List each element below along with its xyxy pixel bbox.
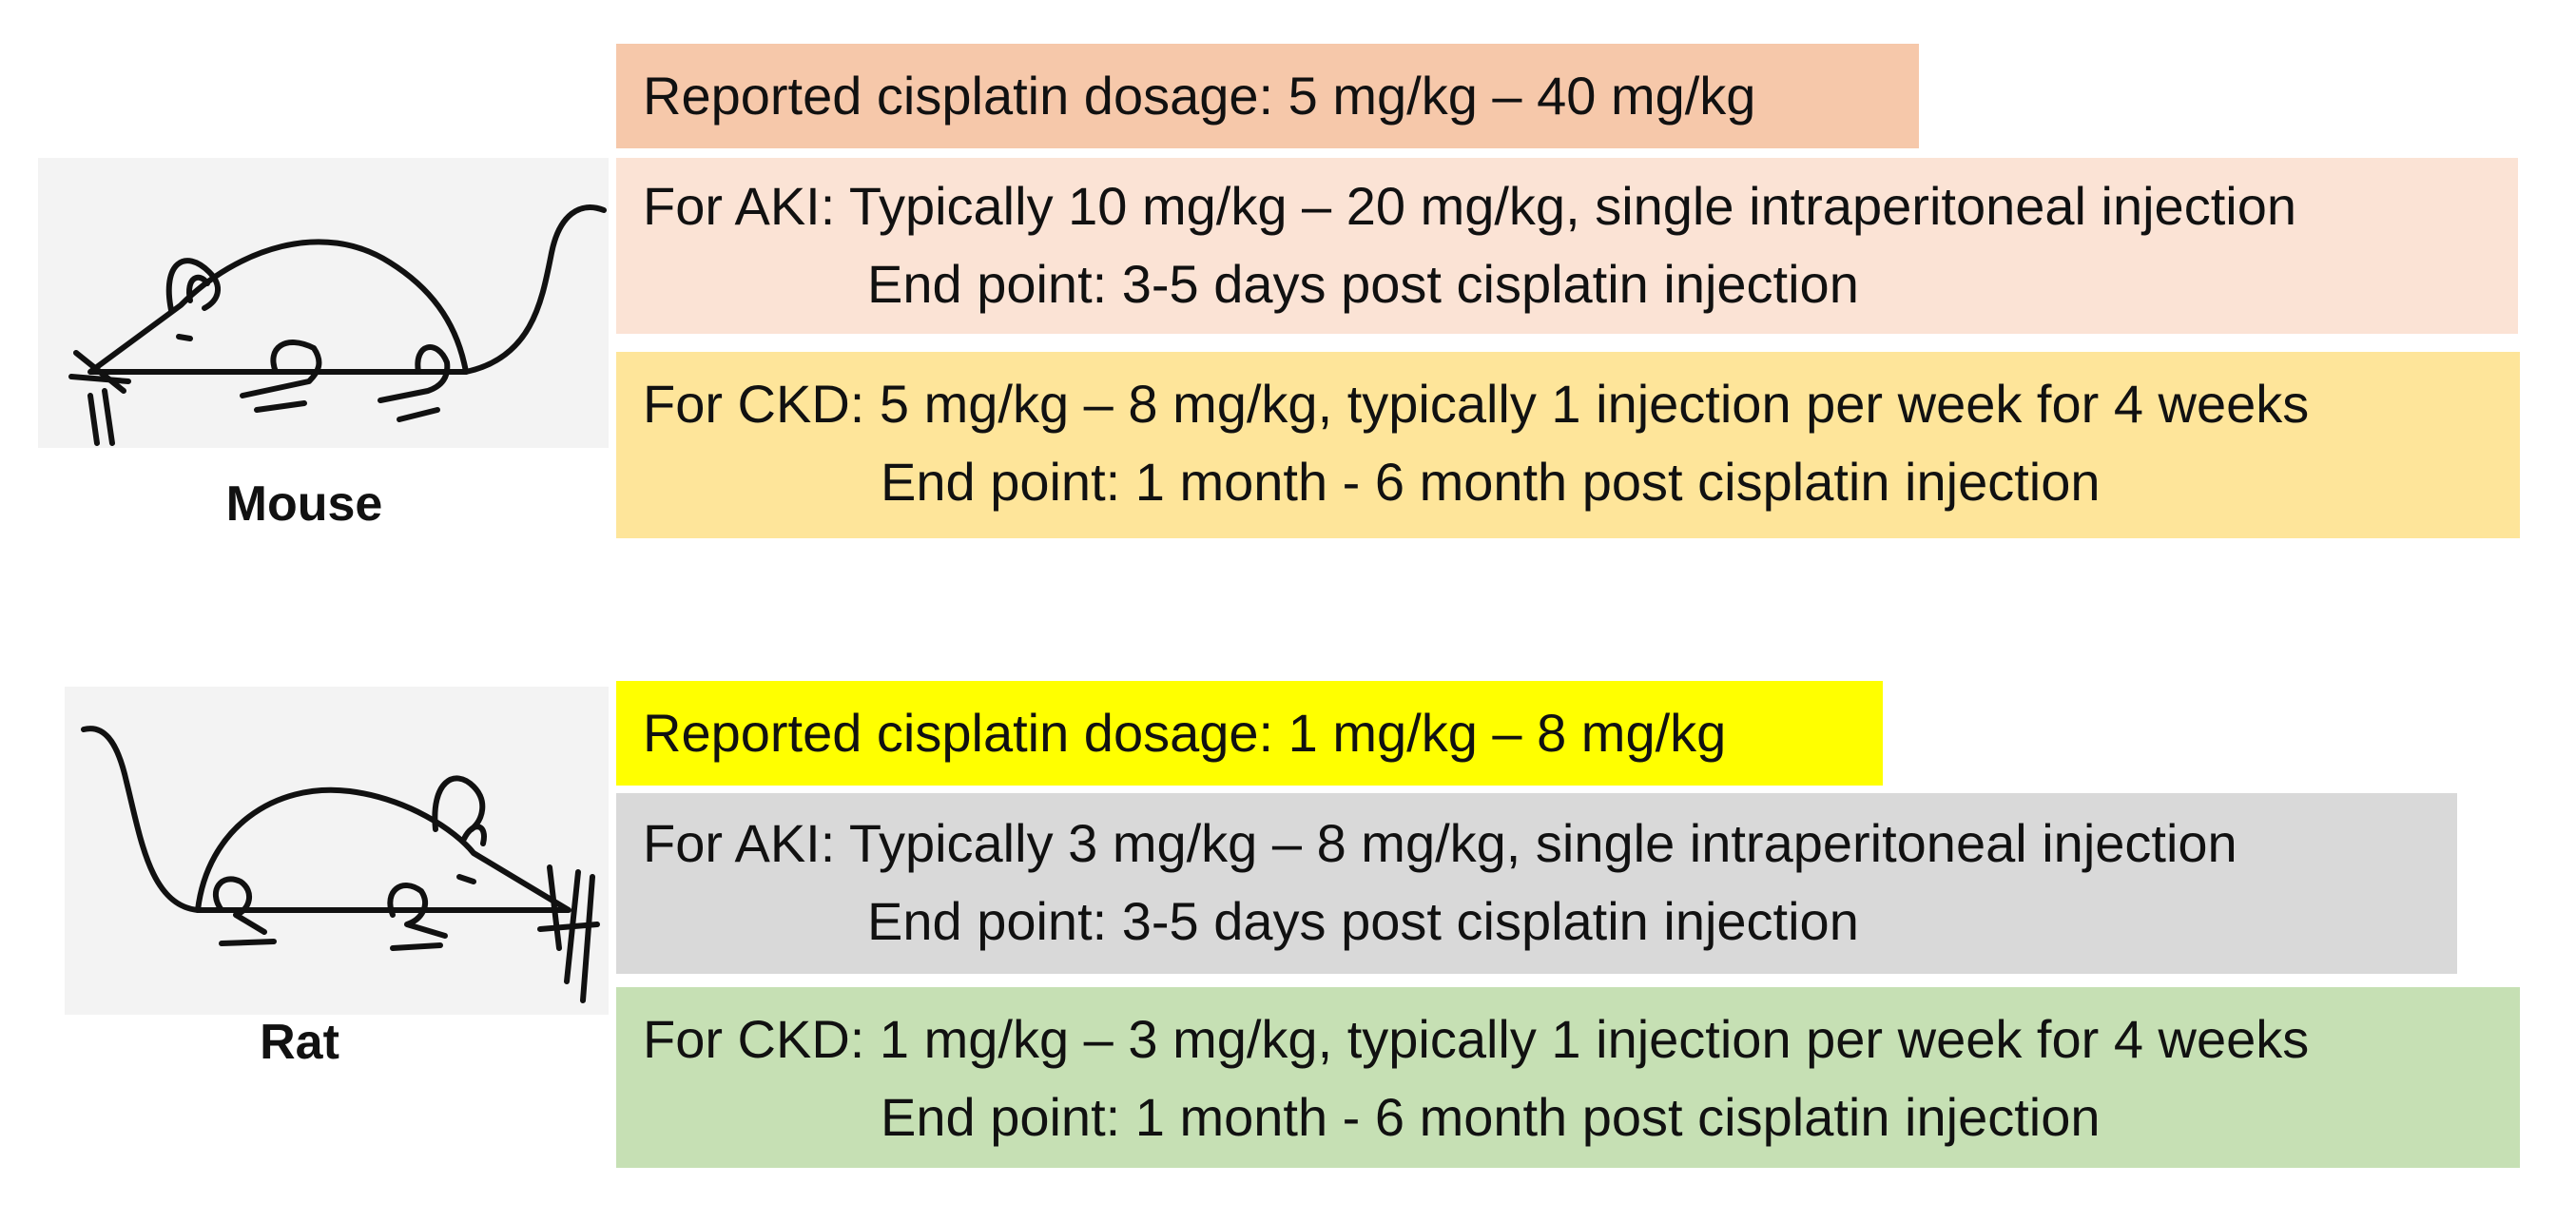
mouse-ckd-line1: For CKD: 5 mg/kg – 8 mg/kg, typically 1 … — [643, 374, 2310, 434]
rat-aki-endpoint: End point: 3-5 days post cisplatin injec… — [867, 891, 1859, 951]
rat-aki-line1: For AKI: Typically 3 mg/kg – 8 mg/kg, si… — [643, 813, 2237, 873]
rat-label: Rat — [260, 1015, 339, 1070]
rat-drawing-icon — [65, 687, 609, 1015]
mouse-reported-dosage-text: Reported cisplatin dosage: 5 mg/kg – 40 … — [643, 66, 1756, 126]
mouse-aki-line1: For AKI: Typically 10 mg/kg – 20 mg/kg, … — [643, 176, 2296, 236]
rat-ckd-endpoint: End point: 1 month - 6 month post cispla… — [881, 1087, 2101, 1147]
rat-reported-dosage-box: Reported cisplatin dosage: 1 mg/kg – 8 m… — [616, 681, 1883, 786]
mouse-ckd-endpoint: End point: 1 month - 6 month post cispla… — [881, 452, 2101, 512]
mouse-aki-endpoint: End point: 3-5 days post cisplatin injec… — [867, 254, 1859, 314]
rat-ckd-line1: For CKD: 1 mg/kg – 3 mg/kg, typically 1 … — [643, 1009, 2310, 1069]
rat-reported-dosage-text: Reported cisplatin dosage: 1 mg/kg – 8 m… — [643, 703, 1727, 763]
rat-aki-box: For AKI: Typically 3 mg/kg – 8 mg/kg, si… — [616, 793, 2457, 974]
mouse-drawing-icon — [38, 158, 609, 448]
mouse-ckd-box: For CKD: 5 mg/kg – 8 mg/kg, typically 1 … — [616, 352, 2520, 538]
mouse-aki-box: For AKI: Typically 10 mg/kg – 20 mg/kg, … — [616, 158, 2518, 334]
mouse-reported-dosage-box: Reported cisplatin dosage: 5 mg/kg – 40 … — [616, 44, 1919, 148]
rat-ckd-box: For CKD: 1 mg/kg – 3 mg/kg, typically 1 … — [616, 987, 2520, 1168]
mouse-label: Mouse — [225, 476, 383, 532]
